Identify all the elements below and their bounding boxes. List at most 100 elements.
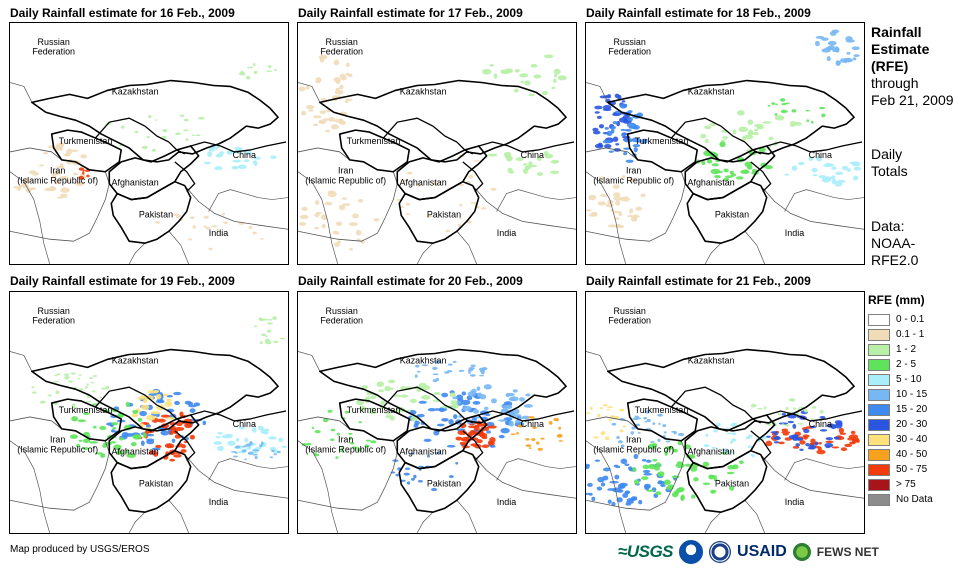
minor-border: [168, 500, 190, 533]
label-turkmenistan: Turkmenistan: [347, 136, 401, 146]
rainfall-field: [586, 398, 860, 507]
label-iran: Iran (Islamic Republic of): [593, 166, 674, 186]
label-russia: Russian Federation: [608, 306, 651, 326]
minor-border: [10, 440, 51, 533]
legend-label: 2 - 5: [896, 359, 917, 370]
country-border: [472, 185, 576, 230]
label-india: India: [209, 228, 228, 238]
legend-item: 15 - 20: [868, 402, 963, 417]
legend-item: 40 - 50: [868, 447, 963, 462]
usaid-logo: USAID: [737, 543, 787, 560]
label-india: India: [497, 228, 516, 238]
legend-swatch: [868, 388, 890, 401]
country-border: [472, 454, 576, 499]
region-border: [607, 79, 855, 163]
minor-border: [496, 189, 576, 212]
region-border: [750, 161, 772, 193]
label-pakistan: Pakistan: [139, 478, 173, 488]
label-iran: Iran (Islamic Republic of): [17, 435, 98, 455]
legend-swatch: [868, 343, 890, 356]
minor-border: [456, 500, 478, 533]
region-border: [670, 386, 762, 424]
minor-border: [416, 511, 434, 533]
label-pakistan: Pakistan: [427, 209, 461, 219]
region-border: [684, 414, 776, 470]
minor-border: [298, 82, 321, 103]
panel-title-3: Daily Rainfall estimate for 18 Feb., 200…: [586, 6, 811, 20]
label-china: China: [521, 150, 544, 160]
data-source: Data: NOAA- RFE2.0: [871, 218, 919, 268]
minor-border: [298, 440, 339, 533]
region-border: [94, 386, 186, 424]
region-border: [108, 145, 200, 201]
totals-label: Daily Totals: [871, 146, 908, 179]
label-afghanistan: Afghanistan: [400, 178, 447, 188]
region-border: [462, 430, 484, 462]
minor-border: [704, 511, 722, 533]
region-border: [462, 161, 484, 193]
panel-title-4: Daily Rainfall estimate for 19 Feb., 200…: [10, 274, 235, 288]
region-border: [338, 398, 410, 442]
legend-item: 2 - 5: [868, 357, 963, 372]
label-kazakhstan: Kazakhstan: [688, 86, 735, 96]
legend-swatch: [868, 313, 890, 326]
minor-border: [168, 231, 190, 264]
legend-item: 0.1 - 1: [868, 327, 963, 342]
region-border: [478, 141, 575, 153]
minor-border: [128, 242, 146, 264]
label-china: China: [809, 150, 832, 160]
region-border: [190, 141, 287, 153]
legend-label: 40 - 50: [896, 449, 928, 460]
panel-title-5: Daily Rainfall estimate for 20 Feb., 200…: [298, 274, 523, 288]
label-kazakhstan: Kazakhstan: [112, 355, 159, 365]
label-russia: Russian Federation: [608, 37, 651, 57]
region-border: [686, 449, 768, 513]
minor-border: [10, 171, 51, 264]
country-border: [10, 416, 110, 511]
region-border: [110, 180, 192, 244]
map-canvas: Russian Federation Kazakhstan Turkmenistan I…: [298, 37, 576, 264]
map-canvas: Russian Federation Kazakhstan Turkmenistan I…: [10, 37, 288, 264]
minor-border: [128, 511, 146, 533]
region-border: [766, 141, 863, 153]
legend-swatch: [868, 433, 890, 446]
region-border: [31, 348, 279, 432]
rainfall-map-1: Russian Federation Kazakhstan Turkmenistan I…: [9, 22, 289, 265]
minor-border: [456, 231, 478, 264]
label-kazakhstan: Kazakhstan: [688, 355, 735, 365]
rainfall-field: [31, 316, 287, 462]
label-iran: Iran (Islamic Republic of): [593, 435, 674, 455]
legend-label: 30 - 40: [896, 434, 928, 445]
legend-label: > 75: [896, 479, 916, 490]
label-afghanistan: Afghanistan: [400, 447, 447, 457]
legend-label: 20 - 30: [896, 419, 928, 430]
legend-swatch: [868, 448, 890, 461]
label-india: India: [209, 497, 228, 507]
legend-label: 5 - 10: [896, 374, 922, 385]
country-border: [586, 416, 686, 511]
country-border: [760, 185, 864, 230]
country-border: [586, 147, 686, 242]
legend-label: 0.1 - 1: [896, 329, 925, 340]
legend-item: > 75: [868, 477, 963, 492]
country-border: [760, 454, 864, 499]
label-turkmenistan: Turkmenistan: [347, 405, 401, 415]
country-border: [184, 454, 288, 499]
minor-border: [784, 458, 864, 481]
minor-border: [10, 82, 33, 103]
legend-swatch: [868, 478, 890, 491]
label-china: China: [233, 150, 256, 160]
label-kazakhstan: Kazakhstan: [112, 86, 159, 96]
label-iran: Iran (Islamic Republic of): [305, 435, 386, 455]
minor-border: [744, 231, 766, 264]
label-india: India: [497, 497, 516, 507]
legend-item: 5 - 10: [868, 372, 963, 387]
legend-label: 10 - 15: [896, 389, 928, 400]
region-border: [31, 79, 279, 163]
fews-net-logo: FEWS NET: [816, 545, 879, 559]
label-afghanistan: Afghanistan: [112, 178, 159, 188]
minor-border: [10, 351, 33, 372]
region-border: [319, 348, 567, 432]
label-russia: Russian Federation: [320, 37, 363, 57]
region-border: [478, 410, 575, 422]
